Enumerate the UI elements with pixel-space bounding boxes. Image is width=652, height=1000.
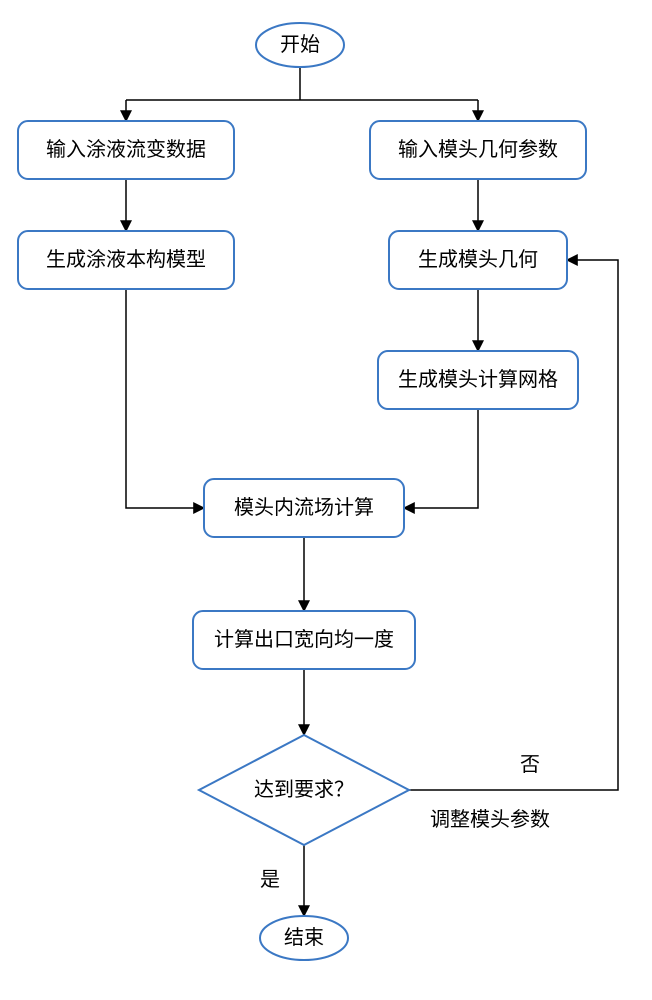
node-label: 输入模头几何参数 [398, 138, 558, 161]
node-outw: 计算出口宽向均一度 [193, 611, 415, 669]
edge [126, 289, 204, 508]
node-label: 生成涂液本构模型 [46, 248, 206, 271]
node-label: 生成模头几何 [418, 248, 538, 271]
node-label: 开始 [280, 33, 320, 56]
edge-label: 是 [260, 869, 280, 891]
node-label: 结束 [284, 926, 324, 949]
node-start: 开始 [256, 23, 344, 67]
node-mesh: 生成模头计算网格 [378, 351, 578, 409]
node-label: 计算出口宽向均一度 [214, 628, 394, 651]
flowchart-canvas: 是 否调整模头参数 开始输入涂液流变数据 输入模头几何参数生成涂液本构模型 生成模头几何… [0, 0, 652, 1000]
node-end: 结束 [260, 916, 348, 960]
node-dec: 达到要求？ [199, 735, 409, 845]
node-in_r: 输入模头几何参数 [370, 121, 586, 179]
node-label: 输入涂液流变数据 [46, 138, 206, 161]
node-calc: 模头内流场计算 [204, 479, 404, 537]
node-in_l: 输入涂液流变数据 [18, 121, 234, 179]
edge-label: 调整模头参数 [430, 808, 550, 831]
node-gen_l: 生成涂液本构模型 [18, 231, 234, 289]
edge [404, 409, 478, 508]
node-label: 模头内流场计算 [234, 496, 374, 519]
node-gen_r: 生成模头几何 [389, 231, 567, 289]
node-label: 达到要求？ [254, 778, 354, 801]
edge-label: 否 [520, 754, 540, 776]
node-label: 生成模头计算网格 [398, 368, 558, 391]
edge [409, 260, 618, 790]
